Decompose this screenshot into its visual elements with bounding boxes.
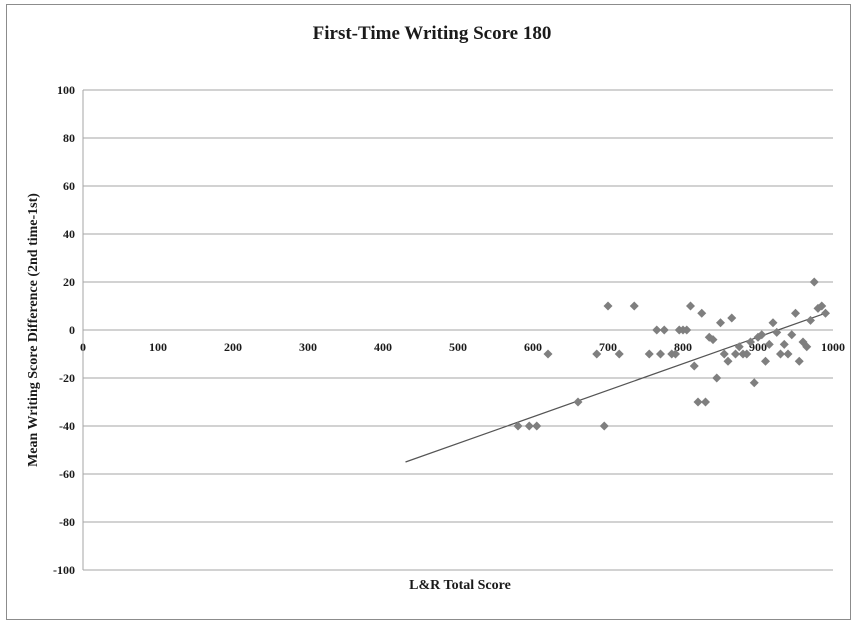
data-point (708, 335, 718, 345)
y-tick-label: 20 (63, 275, 75, 289)
data-point (573, 397, 583, 407)
data-point (532, 421, 542, 431)
chart-frame: First-Time Writing Score 180 -100 -80 -60-… (6, 4, 851, 620)
data-point (689, 361, 699, 371)
data-point (723, 356, 733, 366)
y-tick-label: 80 (63, 131, 75, 145)
data-point (644, 349, 654, 359)
data-point (671, 349, 680, 359)
data-point (614, 349, 624, 359)
data-point (776, 349, 785, 359)
data-point (697, 308, 707, 318)
data-point (791, 308, 800, 318)
x-tick-label: 700 (599, 340, 617, 354)
y-axis-label: Mean Writing Score Difference (2nd time-… (26, 193, 41, 467)
data-point (731, 349, 740, 359)
data-point (794, 356, 804, 366)
data-point (712, 373, 722, 383)
x-tick-label: 600 (524, 340, 542, 354)
data-point (693, 397, 703, 407)
data-point (787, 330, 797, 340)
x-axis-label: L&R Total Score (409, 578, 511, 593)
y-tick-label: 100 (57, 83, 75, 97)
data-point (686, 301, 695, 311)
data-point (779, 339, 789, 349)
data-point (802, 342, 812, 352)
y-tick-label: -60 (59, 467, 75, 481)
data-point (734, 342, 744, 352)
data-point (716, 318, 725, 328)
chart-title: First-Time Writing Score 180 (313, 23, 552, 44)
data-point (772, 327, 782, 337)
data-point (543, 349, 553, 359)
data-point (768, 318, 778, 328)
data-point (659, 325, 669, 335)
data-point (757, 330, 767, 340)
data-point (761, 356, 770, 366)
data-point (599, 421, 609, 431)
data-point (727, 313, 737, 323)
data-point (656, 349, 665, 359)
data-points (513, 277, 830, 431)
y-tick-label: 40 (63, 227, 75, 241)
data-point (809, 277, 819, 287)
x-tick-label: 1000 (821, 340, 845, 354)
y-tick-label: -100 (53, 563, 75, 577)
x-tick-label: 800 (674, 340, 692, 354)
y-tick-labels: -100 -80 -60 -40 -20 0 20 40 60 80 100 (53, 83, 75, 577)
y-tick-label: 0 (69, 323, 75, 337)
data-point (603, 301, 613, 311)
x-tick-label: 100 (149, 340, 167, 354)
data-point (629, 301, 639, 311)
data-point (592, 349, 602, 359)
data-point (719, 349, 729, 359)
y-tick-label: -40 (59, 419, 75, 433)
grid-lines (83, 89, 833, 571)
data-point (821, 308, 830, 318)
data-point (806, 315, 815, 325)
data-point (817, 301, 827, 311)
y-tick-label: 60 (63, 179, 75, 193)
scatter-chart: First-Time Writing Score 180 -100-80-60-… (26, 23, 845, 593)
x-tick-label: 500 (449, 340, 467, 354)
data-point (652, 325, 662, 335)
data-point (764, 339, 774, 349)
data-point (746, 337, 755, 347)
x-tick-label: 300 (299, 340, 317, 354)
data-point (682, 325, 692, 335)
data-point (701, 397, 710, 407)
data-point (524, 421, 534, 431)
data-point (749, 378, 759, 388)
data-point (783, 349, 793, 359)
y-tick-label: -80 (59, 515, 75, 529)
data-point (513, 421, 523, 431)
data-point (742, 349, 752, 359)
x-tick-label: 400 (374, 340, 392, 354)
x-tick-label: 200 (224, 340, 242, 354)
y-tick-label: -20 (59, 371, 75, 385)
